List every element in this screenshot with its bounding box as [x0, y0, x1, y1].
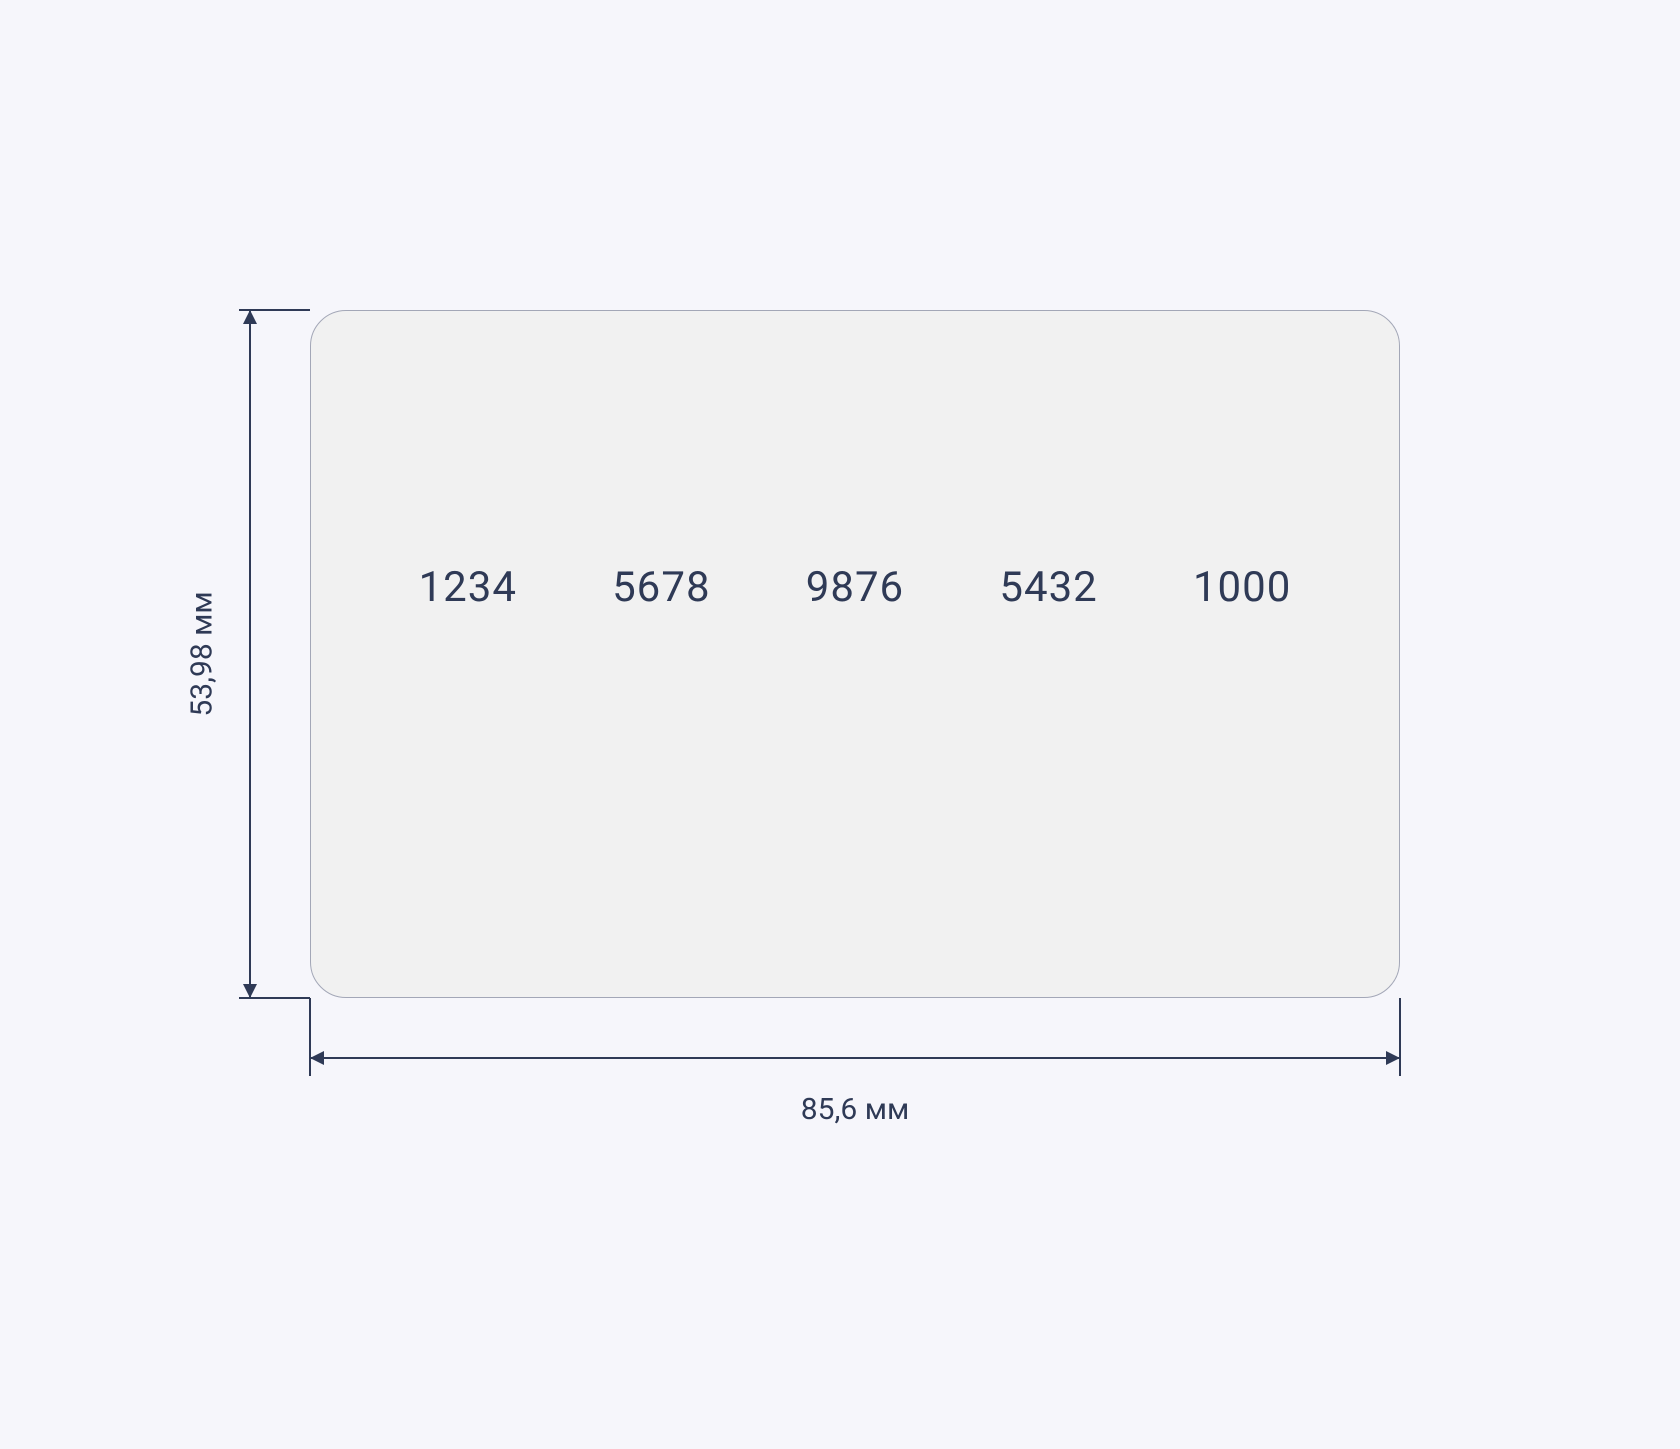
diagram-canvas: 1234 5678 9876 5432 1000 53,98 мм 85,6 м… [0, 0, 1680, 1449]
width-label: 85,6 мм [801, 1092, 909, 1127]
card-number-group-4: 5432 [952, 563, 1146, 612]
height-dimension-line [239, 306, 314, 1002]
card-outline: 1234 5678 9876 5432 1000 [310, 310, 1400, 998]
width-dimension-line [306, 994, 1404, 1080]
card-number-group-3: 9876 [758, 563, 952, 612]
card-number: 1234 5678 9876 5432 1000 [311, 563, 1399, 612]
height-label: 53,98 мм [185, 591, 220, 716]
card-number-group-2: 5678 [565, 563, 759, 612]
card-number-group-5: 1000 [1145, 563, 1339, 612]
card-number-group-1: 1234 [371, 563, 565, 612]
